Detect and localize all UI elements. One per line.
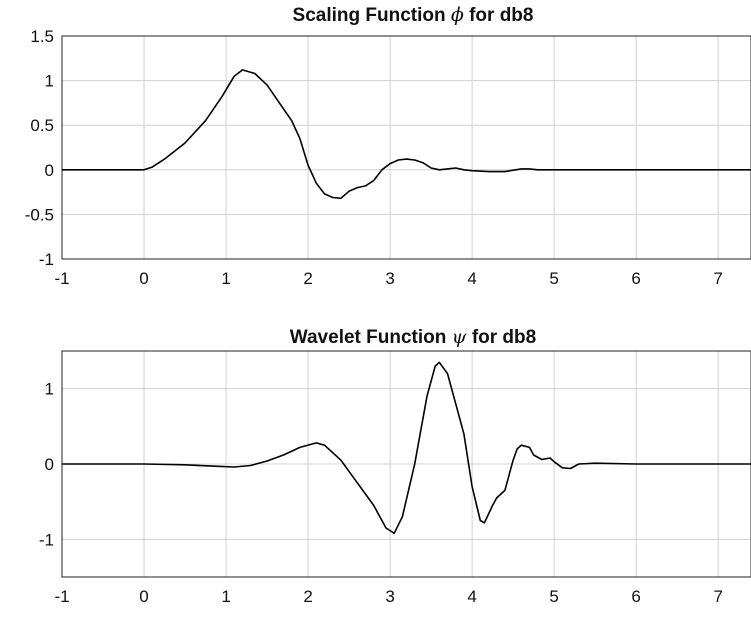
- scaling-plot-x-tick-label: 4: [467, 269, 476, 288]
- scaling-function-plot: Scaling Function ϕ for db8 -1 0 1 2 3 4 5 6 7-1-…: [25, 4, 751, 288]
- wavelet-plot-series: [62, 361, 751, 535]
- wavelet-plot-x-tick-label: 7: [713, 587, 722, 606]
- wavelet-plot-y-tick-label: -1: [39, 530, 54, 549]
- scaling-plot-y-tick-label: -1: [39, 250, 54, 269]
- wavelet-plot-series-line: [62, 361, 751, 535]
- scaling-plot-title: Scaling Function ϕ for db8: [293, 4, 534, 26]
- wavelet-plot-x-tick-label: 0: [139, 587, 148, 606]
- wavelet-plot-x-tick-label: 4: [467, 587, 476, 606]
- wavelet-plot-y-tick-label: 0: [45, 455, 54, 474]
- wavelet-plot-y-tick-label: 1: [45, 380, 54, 399]
- scaling-plot-x-tick-label: 2: [303, 269, 312, 288]
- scaling-plot-series-line: [62, 69, 751, 200]
- scaling-plot-grid: [61, 35, 751, 260]
- wavelet-plot-tick-labels: -1 0 1 2 3 4 5 6 7 -1 0 1: [39, 380, 723, 606]
- wavelet-plot-x-tick-label: -1: [54, 587, 69, 606]
- scaling-plot-x-tick-label: 7: [713, 269, 722, 288]
- wavelet-plot-x-tick-label: 2: [303, 587, 312, 606]
- scaling-plot-tick-labels: -1 0 1 2 3 4 5 6 7 -1 -0.5 0 0.5 1 1.5: [25, 27, 723, 288]
- scaling-plot-x-tick-label: 5: [549, 269, 558, 288]
- scaling-plot-y-tick-label: -0.5: [25, 205, 54, 224]
- wavelet-function-plot: Wavelet Function ψ for db8 -1 0 1 2 3 4 5 6 7 -1 0…: [39, 326, 751, 606]
- scaling-plot-x-tick-label: 3: [385, 269, 394, 288]
- scaling-plot-x-tick-label: -1: [54, 269, 69, 288]
- scaling-plot-y-tick-label: 0: [45, 161, 54, 180]
- scaling-plot-x-tick-label: 6: [631, 269, 640, 288]
- wavelet-plot-x-tick-label: 3: [385, 587, 394, 606]
- wavelet-plot-x-tick-label: 1: [221, 587, 230, 606]
- scaling-plot-x-tick-label: 0: [139, 269, 148, 288]
- wavelet-plot-x-tick-label: 6: [631, 587, 640, 606]
- scaling-plot-axes-box: [61, 35, 751, 260]
- wavelet-plot-x-tick-label: 5: [549, 587, 558, 606]
- scaling-plot-series: [62, 69, 751, 200]
- scaling-plot-y-tick-label: 1: [45, 72, 54, 91]
- scaling-plot-y-tick-label: 1.5: [30, 27, 54, 46]
- wavelet-plot-title: Wavelet Function ψ for db8: [290, 326, 536, 348]
- scaling-plot-y-tick-label: 0.5: [30, 116, 54, 135]
- scaling-plot-x-tick-label: 1: [221, 269, 230, 288]
